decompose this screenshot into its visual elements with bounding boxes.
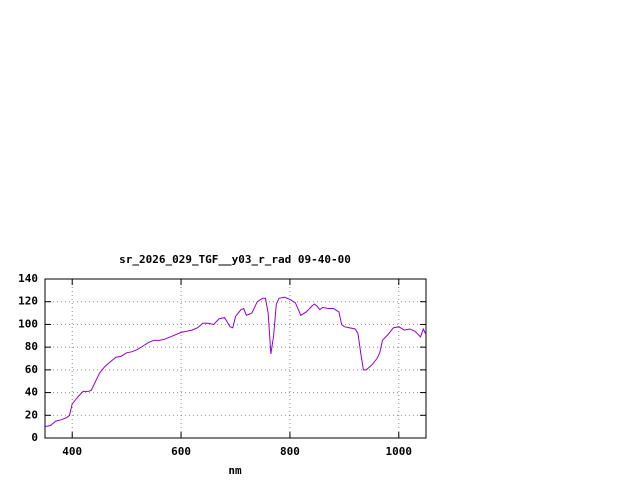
- y-tick-label: 40: [25, 386, 38, 399]
- y-tick-label: 80: [25, 340, 38, 353]
- y-tick-label: 0: [31, 431, 38, 444]
- y-tick-label: 120: [18, 295, 38, 308]
- y-tick-label: 100: [18, 317, 38, 330]
- chart-title: sr_2026_029_TGF__y03_r_rad 09-40-00: [119, 253, 351, 266]
- x-tick-label: 800: [280, 445, 300, 458]
- plot-border: [44, 278, 427, 439]
- x-tick-label: 600: [171, 445, 191, 458]
- x-tick-label: 1000: [386, 445, 413, 458]
- y-tick-label: 20: [25, 408, 38, 421]
- data-line: [44, 296, 427, 428]
- x-tick-label: 400: [62, 445, 82, 458]
- y-tick-label: 60: [25, 363, 38, 376]
- x-axis-label: nm: [228, 464, 242, 477]
- y-tick-label: 140: [18, 272, 38, 285]
